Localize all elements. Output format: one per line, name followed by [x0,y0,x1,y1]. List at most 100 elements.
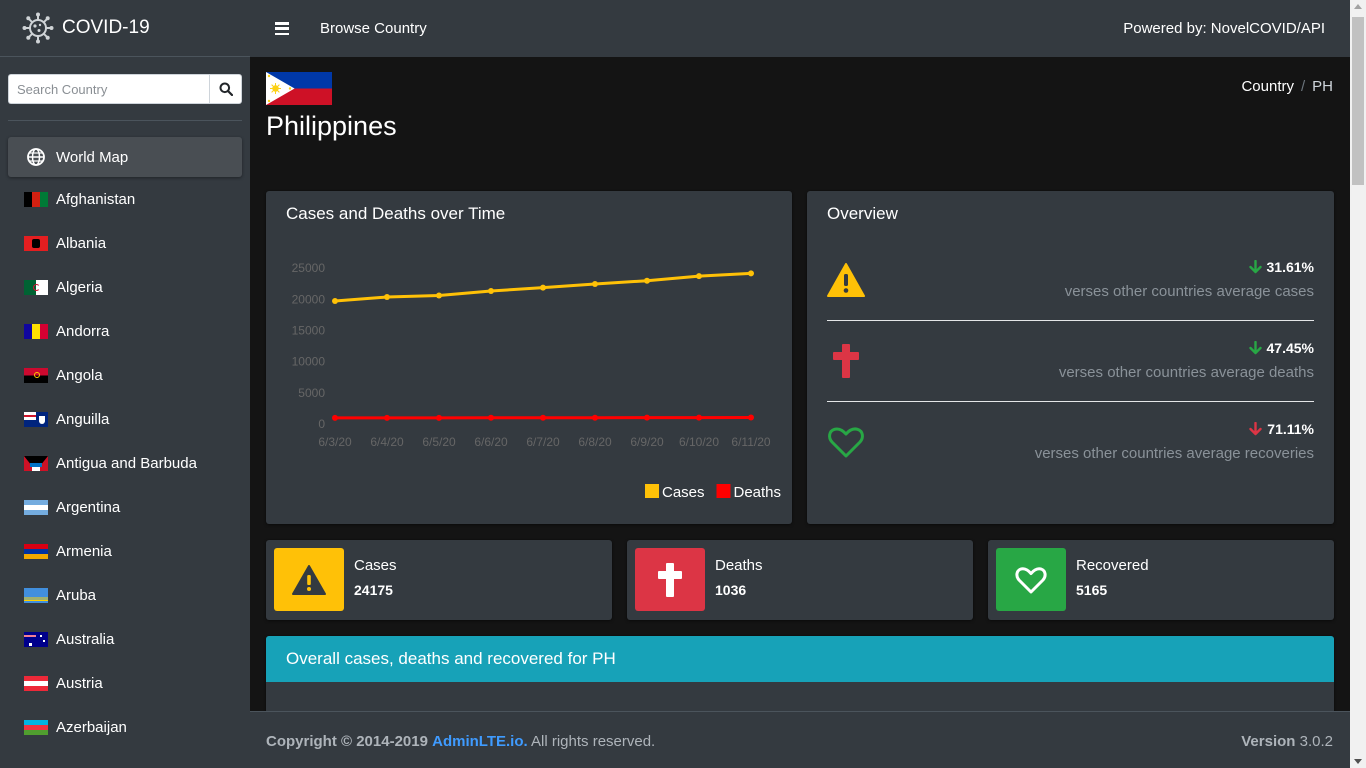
philippines-flag-icon [266,72,332,105]
browse-country-link[interactable]: Browse Country [320,20,427,37]
aruba-flag-icon [24,587,48,603]
sidebar-item-angola[interactable]: Angola [0,353,250,397]
sidebar-item-argentina[interactable]: Argentina [0,485,250,529]
anguilla-flag-icon [24,411,48,427]
adminlte-link[interactable]: AdminLTE.io. [432,733,528,750]
cases-data-point [436,292,442,299]
cases-data-point [696,273,702,280]
search-input[interactable] [8,74,209,104]
australia-flag-icon [24,631,48,647]
sidebar-item-australia[interactable]: Australia [0,617,250,661]
y-tick-label: 5000 [298,386,325,400]
x-tick-label: 6/7/20 [526,435,560,449]
deaths-info-box: Deaths 1036 [627,540,973,620]
sidebar-item-label: Algeria [56,278,103,296]
deaths-data-point [644,414,650,421]
breadcrumb-current: PH [1312,78,1333,95]
search-button[interactable] [209,74,242,104]
y-tick-label: 10000 [292,355,326,369]
sidebar-item-austria[interactable]: Austria [0,661,250,705]
breadcrumb-country-link[interactable]: Country [1241,78,1294,95]
cases-deaths-line-chart: 0 5000 10000 15000 20000 25000 6/3/20 6/4/20 6/5… [292,261,781,501]
sidebar-item-albania[interactable]: Albania [0,221,250,265]
sidebar-item-antigua-and-barbuda[interactable]: Antigua and Barbuda [0,441,250,485]
footer-version: Version 3.0.2 [1241,733,1333,750]
recovered-icon-box [996,548,1066,611]
y-tick-label: 25000 [292,261,326,275]
sidebar-item-label: Albania [56,234,107,252]
overall-card-title: Overall cases, deaths and recovered for … [286,649,616,668]
heart-icon [828,427,864,458]
x-tick-label: 6/3/20 [318,435,352,449]
cases-data-point [592,280,598,287]
cases-legend-swatch [645,484,659,498]
warning-icon [292,564,326,595]
sidebar-item-afghanistan[interactable]: Afghanistan [0,177,250,221]
deaths-legend-swatch [716,484,731,498]
y-tick-label: 20000 [292,292,326,306]
x-tick-label: 6/6/20 [474,435,508,449]
info-box-label: Deaths [715,557,763,574]
sidebar-item-label: World Map [56,148,129,166]
page-scrollbar[interactable] [1350,0,1366,768]
deaths-data-point [592,414,598,421]
sidebar-item-anguilla[interactable]: Anguilla [0,397,250,441]
albania-flag-icon [24,235,48,251]
overview-row-cases: 31.61% verses other countries average ca… [827,245,1314,325]
sidebar-item-aruba[interactable]: Aruba [0,573,250,617]
y-tick-label: 0 [318,417,325,431]
sidebar-item-label: Australia [56,630,115,648]
argentina-flag-icon [24,499,48,515]
algeria-flag-icon [24,279,48,295]
sidebar-item-label: Armenia [56,542,112,560]
scroll-down-arrow-icon[interactable] [1354,759,1362,764]
y-tick-label: 15000 [292,324,326,338]
menu-toggle-icon[interactable] [275,22,289,35]
info-box-label: Recovered [1076,557,1149,574]
sidebar-item-world-map[interactable]: World Map [8,137,242,177]
cases-data-point [384,294,390,301]
overview-divider [827,401,1314,402]
cases-deaths-chart-card: Cases and Deaths over Time 0 5000 10000 150… [266,191,792,524]
cross-icon [833,344,859,378]
sidebar-item-label: Austria [56,674,103,692]
brand-link[interactable]: COVID-19 [0,0,250,57]
breadcrumb: Country / PH [1241,78,1333,95]
deaths-icon-box [635,548,705,611]
sidebar-item-label: Azerbaijan [56,718,127,736]
scroll-up-arrow-icon[interactable] [1354,4,1362,9]
afghanistan-flag-icon [24,191,48,207]
cases-icon-box [274,548,344,611]
overview-description: verses other countries average deaths [1058,364,1314,381]
x-tick-label: 6/9/20 [630,435,664,449]
sidebar-search [8,74,242,104]
x-tick-label: 6/4/20 [370,435,404,449]
overview-row-deaths: 47.45% verses other countries average de… [827,326,1314,406]
footer-copyright: Copyright © 2014-2019 AdminLTE.io. All r… [266,733,656,750]
footer: Copyright © 2014-2019 AdminLTE.io. All r… [250,711,1350,768]
brand-name: COVID-19 [62,17,150,38]
x-tick-label: 6/10/20 [679,435,719,449]
heart-icon [1015,566,1047,593]
sidebar-item-armenia[interactable]: Armenia [0,529,250,573]
x-tick-label: 6/8/20 [578,435,612,449]
recovered-info-box: Recovered 5165 [988,540,1334,620]
sidebar-item-algeria[interactable]: Algeria [0,265,250,309]
sidebar-item-label: Andorra [56,322,110,340]
austria-flag-icon [24,675,48,691]
deaths-data-point [488,414,494,421]
deaths-data-point [332,414,338,421]
overview-title: Overview [827,204,898,223]
cross-icon [658,562,682,597]
scroll-thumb[interactable] [1352,17,1364,185]
overall-card: Overall cases, deaths and recovered for … [266,636,1334,716]
angola-flag-icon [24,367,48,383]
sidebar-item-andorra[interactable]: Andorra [0,309,250,353]
overview-value: 47.45% [1248,340,1314,356]
sidebar-item-label: Angola [56,366,103,384]
info-box-label: Cases [354,557,397,574]
sidebar-item-azerbaijan[interactable]: Azerbaijan [0,705,250,749]
cases-data-point [748,270,754,277]
sidebar-divider [8,120,242,121]
info-box-number: 24175 [354,582,393,598]
